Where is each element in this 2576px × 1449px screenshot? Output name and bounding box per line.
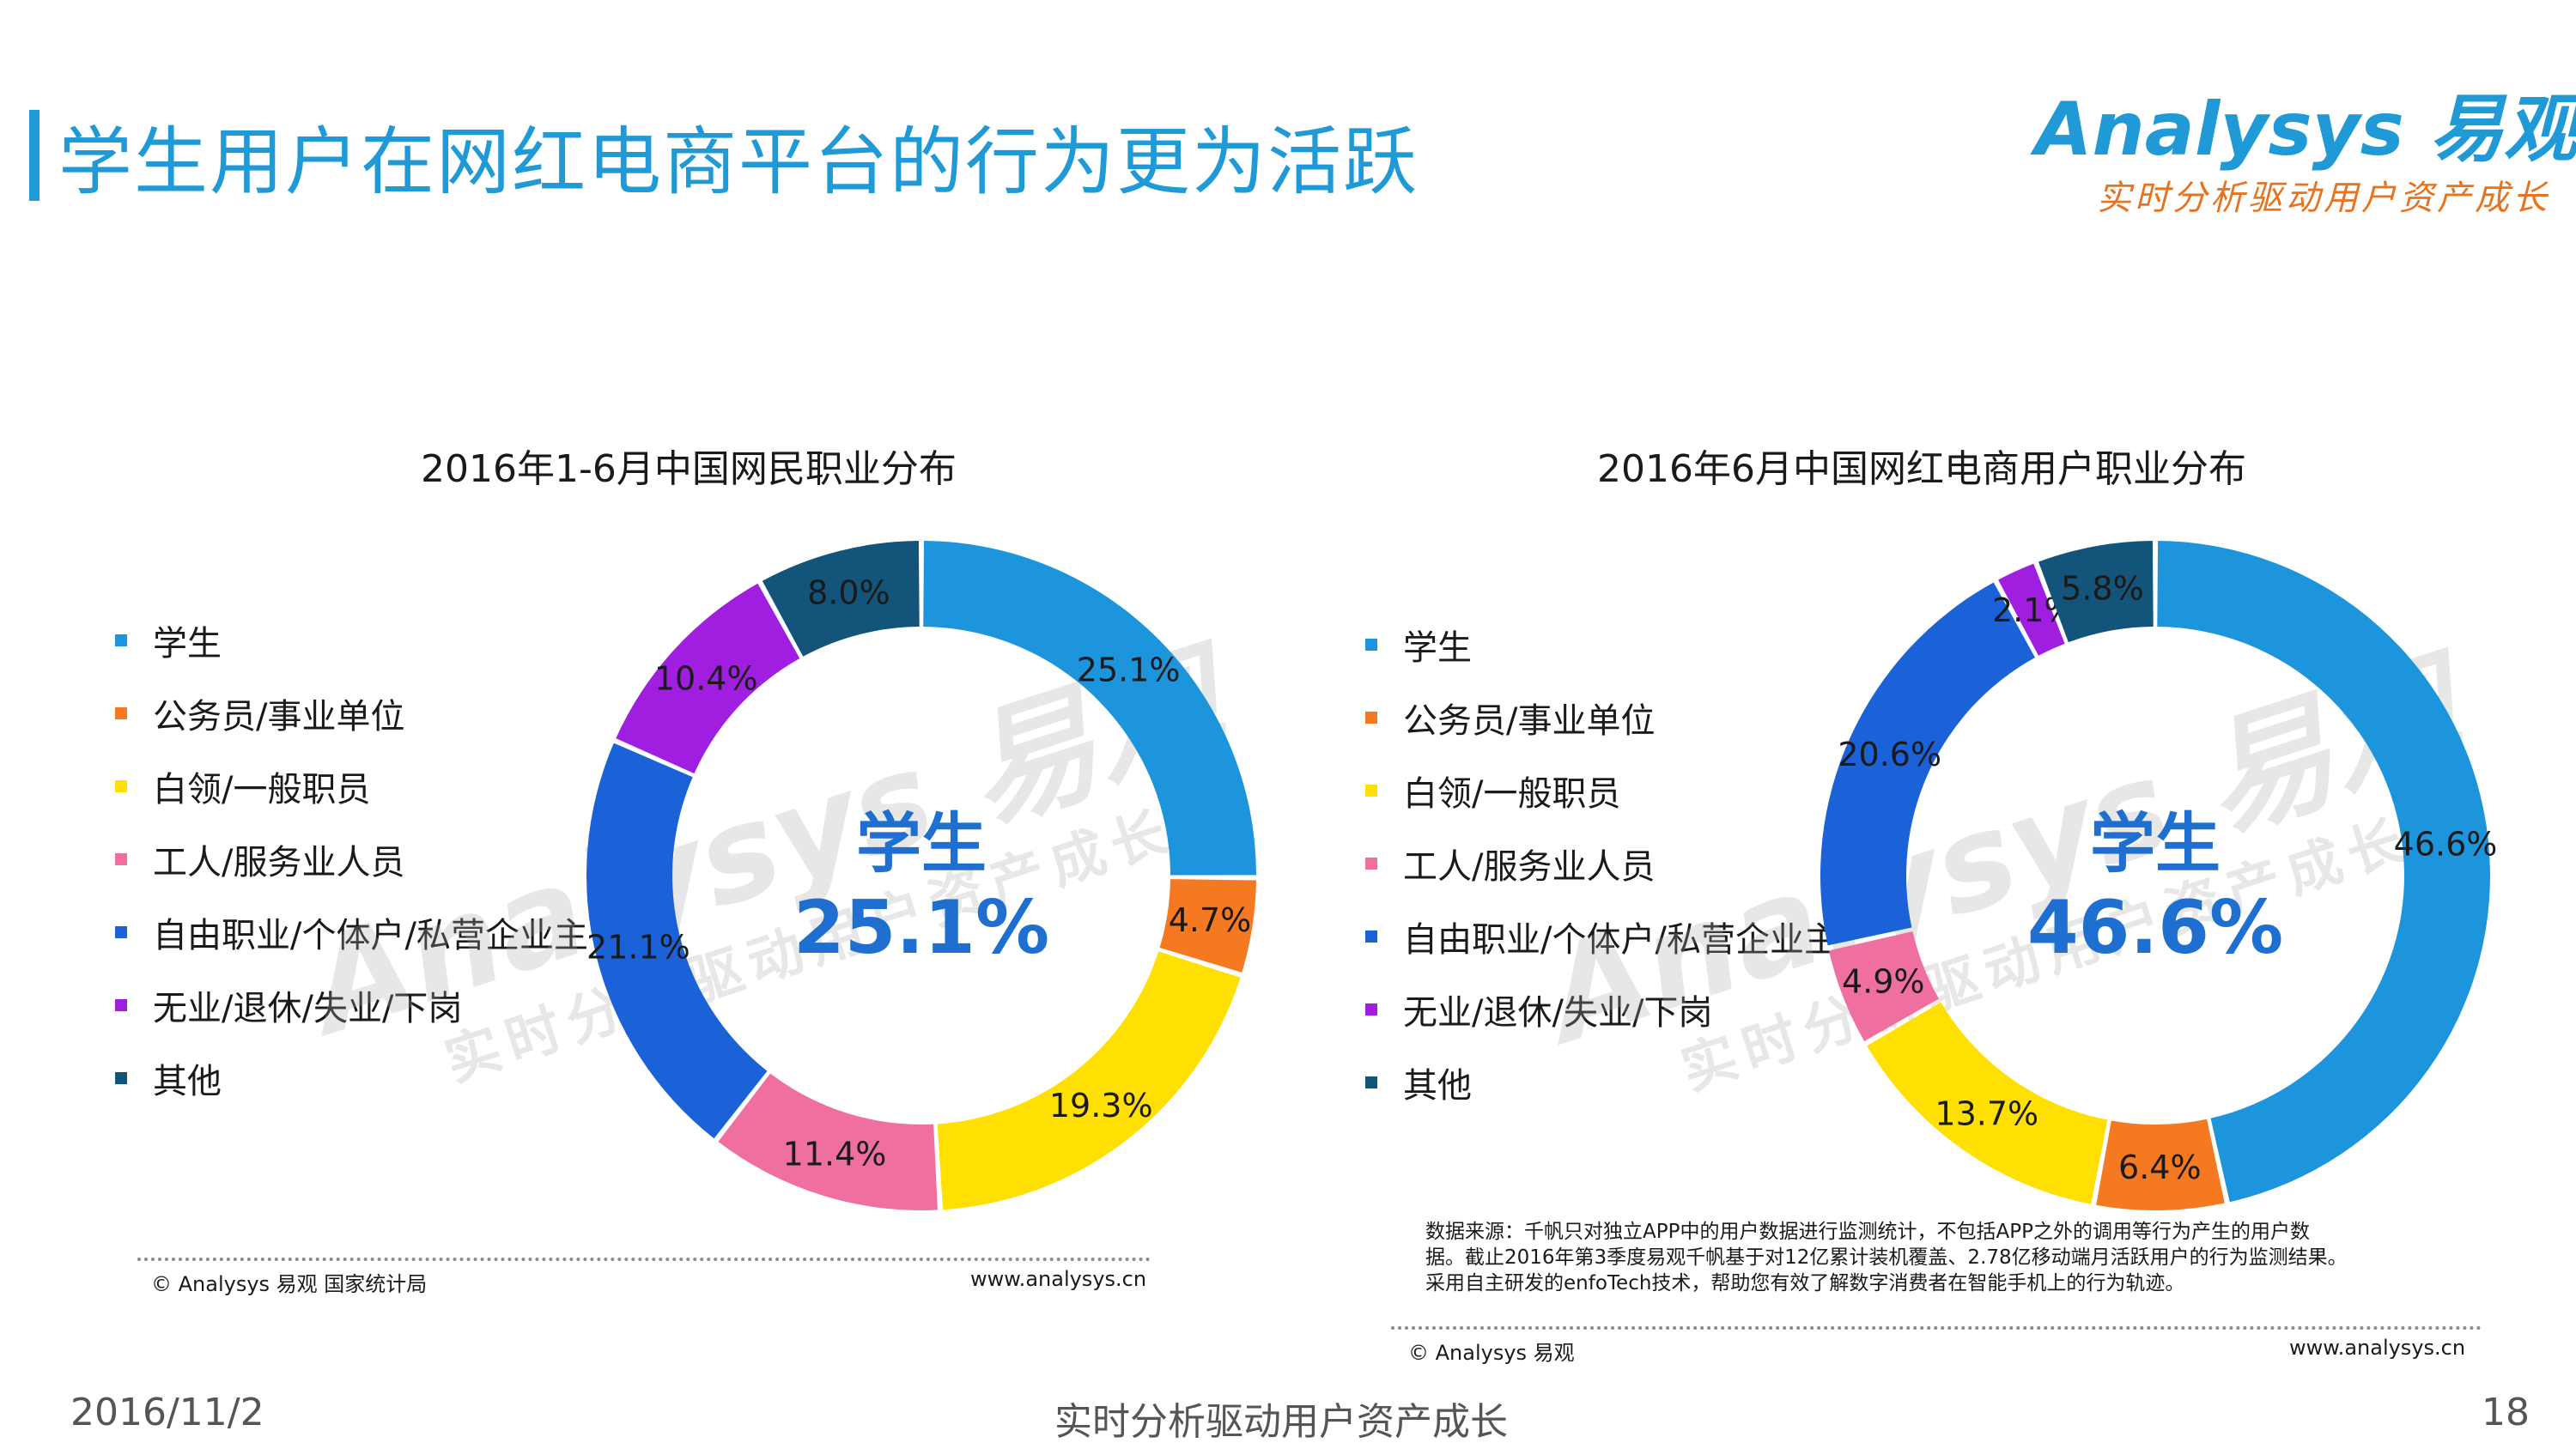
logo-slogan: 实时分析驱动用户资产成长 bbox=[2097, 179, 2550, 218]
data-label-left-1: 4.7% bbox=[1169, 901, 1252, 939]
donut-slice-left-0 bbox=[923, 541, 1256, 876]
legend-item-left-3: 工人/服务业人员 bbox=[115, 822, 588, 895]
donut-slice-right-5 bbox=[1998, 563, 2065, 656]
legend-item-left-2: 白领/一般职员 bbox=[115, 749, 588, 822]
chart-title-left: 2016年1-6月中国网民职业分布 bbox=[421, 447, 957, 491]
legend-label: 其他 bbox=[1403, 1065, 1472, 1106]
legend-item-right-4: 自由职业/个体户/私营企业主 bbox=[1365, 900, 1838, 973]
title-accent-bar bbox=[29, 110, 39, 201]
legend-label: 公务员/事业单位 bbox=[153, 696, 405, 737]
donut-slice-right-6 bbox=[2038, 541, 2154, 643]
legend-swatch bbox=[1365, 1076, 1377, 1088]
legend-label: 工人/服务业人员 bbox=[153, 842, 405, 882]
legend-swatch bbox=[1365, 711, 1377, 724]
center-category-left: 学生 bbox=[856, 805, 987, 882]
legend-swatch bbox=[115, 706, 127, 719]
legend-swatch bbox=[115, 634, 127, 646]
legend-swatch bbox=[1365, 638, 1377, 651]
donut-chart-left: 25.1% 4.7% 19.3% 11.4% 21.1% 10.4% 8.0% bbox=[578, 532, 1265, 1219]
legend-label: 工人/服务业人员 bbox=[1403, 846, 1656, 887]
legend-label: 白领/一般职员 bbox=[153, 769, 371, 809]
donut-slice-right-0 bbox=[2157, 541, 2490, 1203]
legend-label: 公务员/事业单位 bbox=[1403, 700, 1656, 741]
legend-label: 白领/一般职员 bbox=[1403, 773, 1621, 814]
donut-slice-right-1 bbox=[2096, 1119, 2225, 1210]
legend-swatch bbox=[115, 1071, 127, 1084]
donut-slice-left-2 bbox=[937, 951, 1241, 1210]
donut-slice-right-3 bbox=[1828, 931, 1940, 1042]
legend-label: 自由职业/个体户/私营企业主 bbox=[153, 915, 588, 955]
legend-label: 学生 bbox=[1403, 627, 1472, 668]
data-label-right-1: 6.4% bbox=[2118, 1149, 2202, 1186]
chart-title-right: 2016年6月中国网红电商用户职业分布 bbox=[1597, 447, 2246, 491]
legend-item-right-3: 工人/服务业人员 bbox=[1365, 827, 1838, 900]
data-label-right-3: 4.9% bbox=[1842, 963, 1925, 1001]
source-right: © Analysys 易观 bbox=[1408, 1341, 1575, 1365]
data-label-left-2: 19.3% bbox=[1049, 1087, 1153, 1125]
legend-left: 学生公务员/事业单位 白领/一般职员 工人/服务业人员自由职业/个体户/私营企业主无… bbox=[115, 603, 588, 1114]
legend-right: 学生公务员/事业单位 白领/一般职员 工人/服务业人员自由职业/个体户/私营企业主无… bbox=[1365, 608, 1838, 1119]
data-label-right-0: 46.6% bbox=[2394, 825, 2498, 863]
data-source-note: 数据来源：千帆只对独立APP中的用户数据进行监测统计，不包括APP之外的调用等行… bbox=[1425, 1221, 2348, 1294]
data-label-left-0: 25.1% bbox=[1077, 651, 1181, 688]
footer-date: 2016/11/2 bbox=[70, 1391, 264, 1434]
donut-chart-right: 46.6% 6.4% 13.7% 4.9% 20.6% 2.1% 5.8% bbox=[1812, 532, 2499, 1219]
data-label-left-4: 21.1% bbox=[586, 929, 690, 967]
legend-swatch bbox=[1365, 1003, 1377, 1016]
legend-swatch bbox=[115, 925, 127, 938]
source-url-right[interactable]: www.analysys.cn bbox=[2289, 1336, 2466, 1360]
legend-item-left-4: 自由职业/个体户/私营企业主 bbox=[115, 895, 588, 968]
data-label-left-5: 10.4% bbox=[654, 659, 758, 697]
data-label-right-2: 13.7% bbox=[1935, 1095, 2038, 1133]
legend-item-left-5: 无业/退休/失业/下岗 bbox=[115, 968, 588, 1041]
donut-slice-left-4 bbox=[586, 743, 768, 1139]
center-label-left: 学生 25.1% bbox=[750, 803, 1093, 971]
donut-slice-right-2 bbox=[1867, 1002, 2108, 1204]
donut-slice-left-1 bbox=[1159, 879, 1256, 973]
legend-item-left-1: 公务员/事业单位 bbox=[115, 676, 588, 749]
logo-wordmark: Analysys 易观 bbox=[2035, 87, 2576, 173]
legend-label: 其他 bbox=[153, 1061, 222, 1101]
legend-item-left-6: 其他 bbox=[115, 1041, 588, 1114]
center-value-right: 46.6% bbox=[2026, 885, 2284, 971]
legend-swatch bbox=[1365, 930, 1377, 943]
source-left: © Analysys 易观 国家统计局 bbox=[151, 1272, 428, 1296]
divider-left bbox=[137, 1258, 1151, 1261]
legend-label: 学生 bbox=[153, 623, 222, 664]
legend-swatch bbox=[1365, 857, 1377, 870]
data-label-right-6: 5.8% bbox=[2061, 570, 2144, 608]
page-number: 18 bbox=[2482, 1391, 2530, 1434]
legend-item-right-2: 白领/一般职员 bbox=[1365, 754, 1838, 827]
legend-item-left-0: 学生 bbox=[115, 603, 588, 676]
legend-item-right-1: 公务员/事业单位 bbox=[1365, 681, 1838, 754]
legend-swatch bbox=[1365, 784, 1377, 797]
legend-swatch bbox=[115, 779, 127, 792]
data-label-right-4: 20.6% bbox=[1838, 736, 1941, 773]
legend-swatch bbox=[115, 852, 127, 865]
footer-slogan: 实时分析驱动用户资产成长 bbox=[1054, 1400, 1508, 1444]
center-category-right: 学生 bbox=[2090, 805, 2221, 882]
legend-label: 自由职业/个体户/私营企业主 bbox=[1403, 919, 1838, 960]
divider-right bbox=[1391, 1326, 2482, 1330]
donut-slice-left-3 bbox=[718, 1073, 938, 1210]
source-url-left[interactable]: www.analysys.cn bbox=[970, 1267, 1147, 1291]
center-value-left: 25.1% bbox=[793, 885, 1050, 971]
page-title: 学生用户在网红电商平台的行为更为活跃 bbox=[58, 119, 1419, 205]
data-label-left-3: 11.4% bbox=[783, 1136, 887, 1173]
legend-label: 无业/退休/失业/下岗 bbox=[153, 988, 463, 1028]
legend-label: 无业/退休/失业/下岗 bbox=[1403, 992, 1713, 1033]
legend-item-right-6: 其他 bbox=[1365, 1046, 1838, 1119]
analysys-logo: Analysys 易观 实时分析驱动用户资产成长 bbox=[2035, 69, 2576, 232]
legend-swatch bbox=[115, 998, 127, 1011]
donut-slice-right-4 bbox=[1820, 582, 2036, 946]
legend-item-right-5: 无业/退休/失业/下岗 bbox=[1365, 973, 1838, 1046]
donut-slice-left-6 bbox=[762, 541, 920, 657]
data-label-left-6: 8.0% bbox=[807, 574, 890, 612]
donut-slice-left-5 bbox=[616, 583, 800, 774]
center-label-right: 学生 46.6% bbox=[1984, 803, 2327, 971]
legend-item-right-0: 学生 bbox=[1365, 608, 1838, 681]
